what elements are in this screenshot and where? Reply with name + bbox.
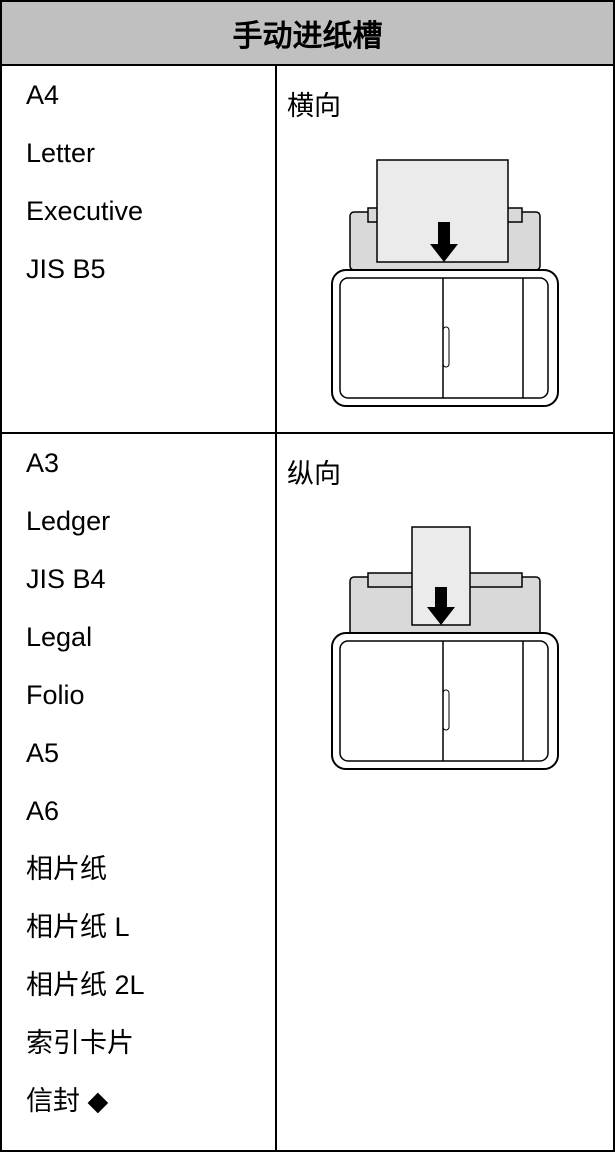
paper-size: Executive xyxy=(26,196,144,226)
orientation-label: 横向 xyxy=(287,91,341,121)
paper-size: JIS B4 xyxy=(26,564,106,594)
sizes-cell: A4 Letter Executive JIS B5 xyxy=(0,64,277,434)
paper-size: 相片纸 L xyxy=(26,912,130,942)
orientation-label: 纵向 xyxy=(287,459,341,489)
paper-size: 相片纸 2L xyxy=(26,970,145,1000)
paper-size: A5 xyxy=(26,738,60,768)
paper-size: A6 xyxy=(26,796,60,826)
landscape-illustration xyxy=(331,159,559,407)
paper-size: Legal xyxy=(26,622,93,652)
sizes-cell: A3 Ledger JIS B4 Legal Folio A5 A6 相片纸相片纸 L 相片纸 … xyxy=(0,432,277,1152)
table-header: 手动进纸槽 xyxy=(0,0,615,66)
paper-size: JIS B5 xyxy=(26,254,106,284)
paper-size: 相片纸 xyxy=(26,854,107,884)
paper-size: 索引卡片 xyxy=(26,1028,134,1058)
paper-size: Ledger xyxy=(26,506,111,536)
paper-size: 信封 ◆ xyxy=(26,1086,109,1116)
paper-size: Folio xyxy=(26,680,85,710)
paper-size: A4 xyxy=(26,80,60,110)
paper-size: A3 xyxy=(26,448,60,478)
paper-size: Letter xyxy=(26,138,96,168)
portrait-illustration xyxy=(331,526,559,770)
